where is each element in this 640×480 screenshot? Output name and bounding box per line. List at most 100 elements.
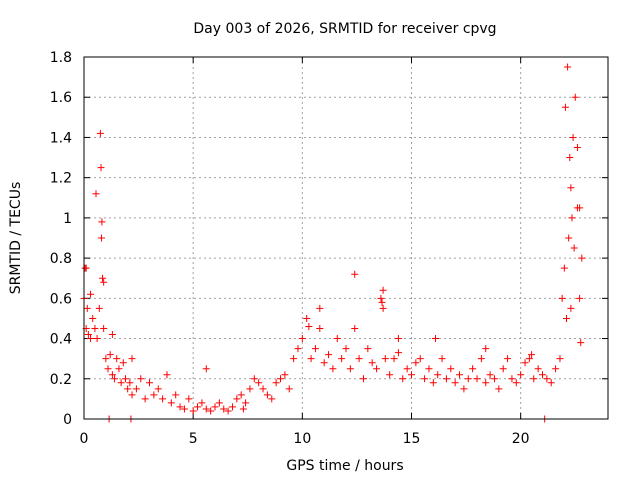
data-point [477,355,485,363]
data-point [202,365,210,373]
data-point [394,335,402,343]
data-point [577,339,585,347]
data-point [504,355,512,363]
data-point [87,335,95,343]
grid [84,57,608,419]
data-point [128,355,136,363]
data-point [150,391,158,399]
y-tick-label: 1 [63,211,72,227]
y-tick-label: 0.8 [50,251,72,267]
data-point [298,335,306,343]
data-point [373,365,381,373]
data-point [224,407,232,415]
data-point [434,371,442,379]
data-point [220,405,228,413]
data-point [512,379,520,387]
data-point [311,345,319,353]
data-point [394,349,402,357]
data-point [565,234,573,242]
y-tick-label: 0.2 [50,372,72,388]
data-point [154,385,162,393]
data-point [113,355,121,363]
data-point [111,375,119,383]
data-point [368,359,376,367]
data-point [285,385,293,393]
data-point [351,270,359,278]
data-point [100,278,108,286]
data-point [108,371,116,379]
data-point [412,359,420,367]
data-point [379,304,387,312]
data-point [100,325,108,332]
data-point [552,365,560,373]
x-tick-label: 20 [512,431,530,447]
data-point [176,403,184,411]
data-point [558,294,566,302]
data-point [377,294,385,302]
data-point [482,345,490,353]
data-point [290,355,298,363]
data-point [211,403,219,411]
data-point [378,298,386,306]
data-point [180,405,188,413]
data-point [167,399,175,407]
data-point [117,379,125,387]
data-point [281,371,289,379]
data-point [564,63,572,71]
data-point [163,371,171,379]
data-point [305,322,313,330]
data-point [215,399,223,407]
data-point [320,359,328,367]
data-point [576,294,584,302]
data-point [568,214,576,222]
data-point [469,365,477,373]
data-point [202,405,210,413]
data-point [342,345,350,353]
data-point [460,385,468,393]
data-point [259,385,267,393]
data-point [563,314,571,322]
data-point [307,355,315,363]
data-point [464,375,472,383]
data-point [329,365,337,373]
data-point [573,144,581,151]
data-point [456,371,464,379]
data-point [89,314,97,322]
data-point [364,345,372,353]
data-point [99,274,107,282]
data-point [115,365,123,373]
data-point [228,403,236,411]
data-point [560,264,568,272]
data-point [316,325,324,332]
data-point [91,325,99,332]
data-point [233,395,241,403]
chart-title: Day 003 of 2026, SRMTID for receiver cpv… [193,21,496,37]
data-point [294,345,302,353]
y-tick-label: 0.4 [50,332,72,348]
data-point [528,351,536,359]
data-point [194,403,202,411]
data-point [237,391,245,399]
data-point [108,331,116,339]
data-point [128,391,136,399]
data-point [543,375,551,383]
data-point [97,234,105,242]
data-point [539,371,546,379]
data-point [556,355,564,363]
data-point [390,355,398,363]
data-point [242,399,250,407]
data-point [381,355,389,363]
data-point [351,325,359,332]
y-tick-label: 1.6 [50,90,72,106]
data-point [508,375,516,383]
data-point [571,93,579,101]
data-point [355,355,363,363]
y-tick-label: 0.6 [50,291,72,307]
data-point [425,365,433,373]
data-point [198,399,206,407]
data-point [573,204,581,212]
data-point [333,335,341,343]
data-point [325,351,333,359]
x-tick-label: 0 [80,431,89,447]
